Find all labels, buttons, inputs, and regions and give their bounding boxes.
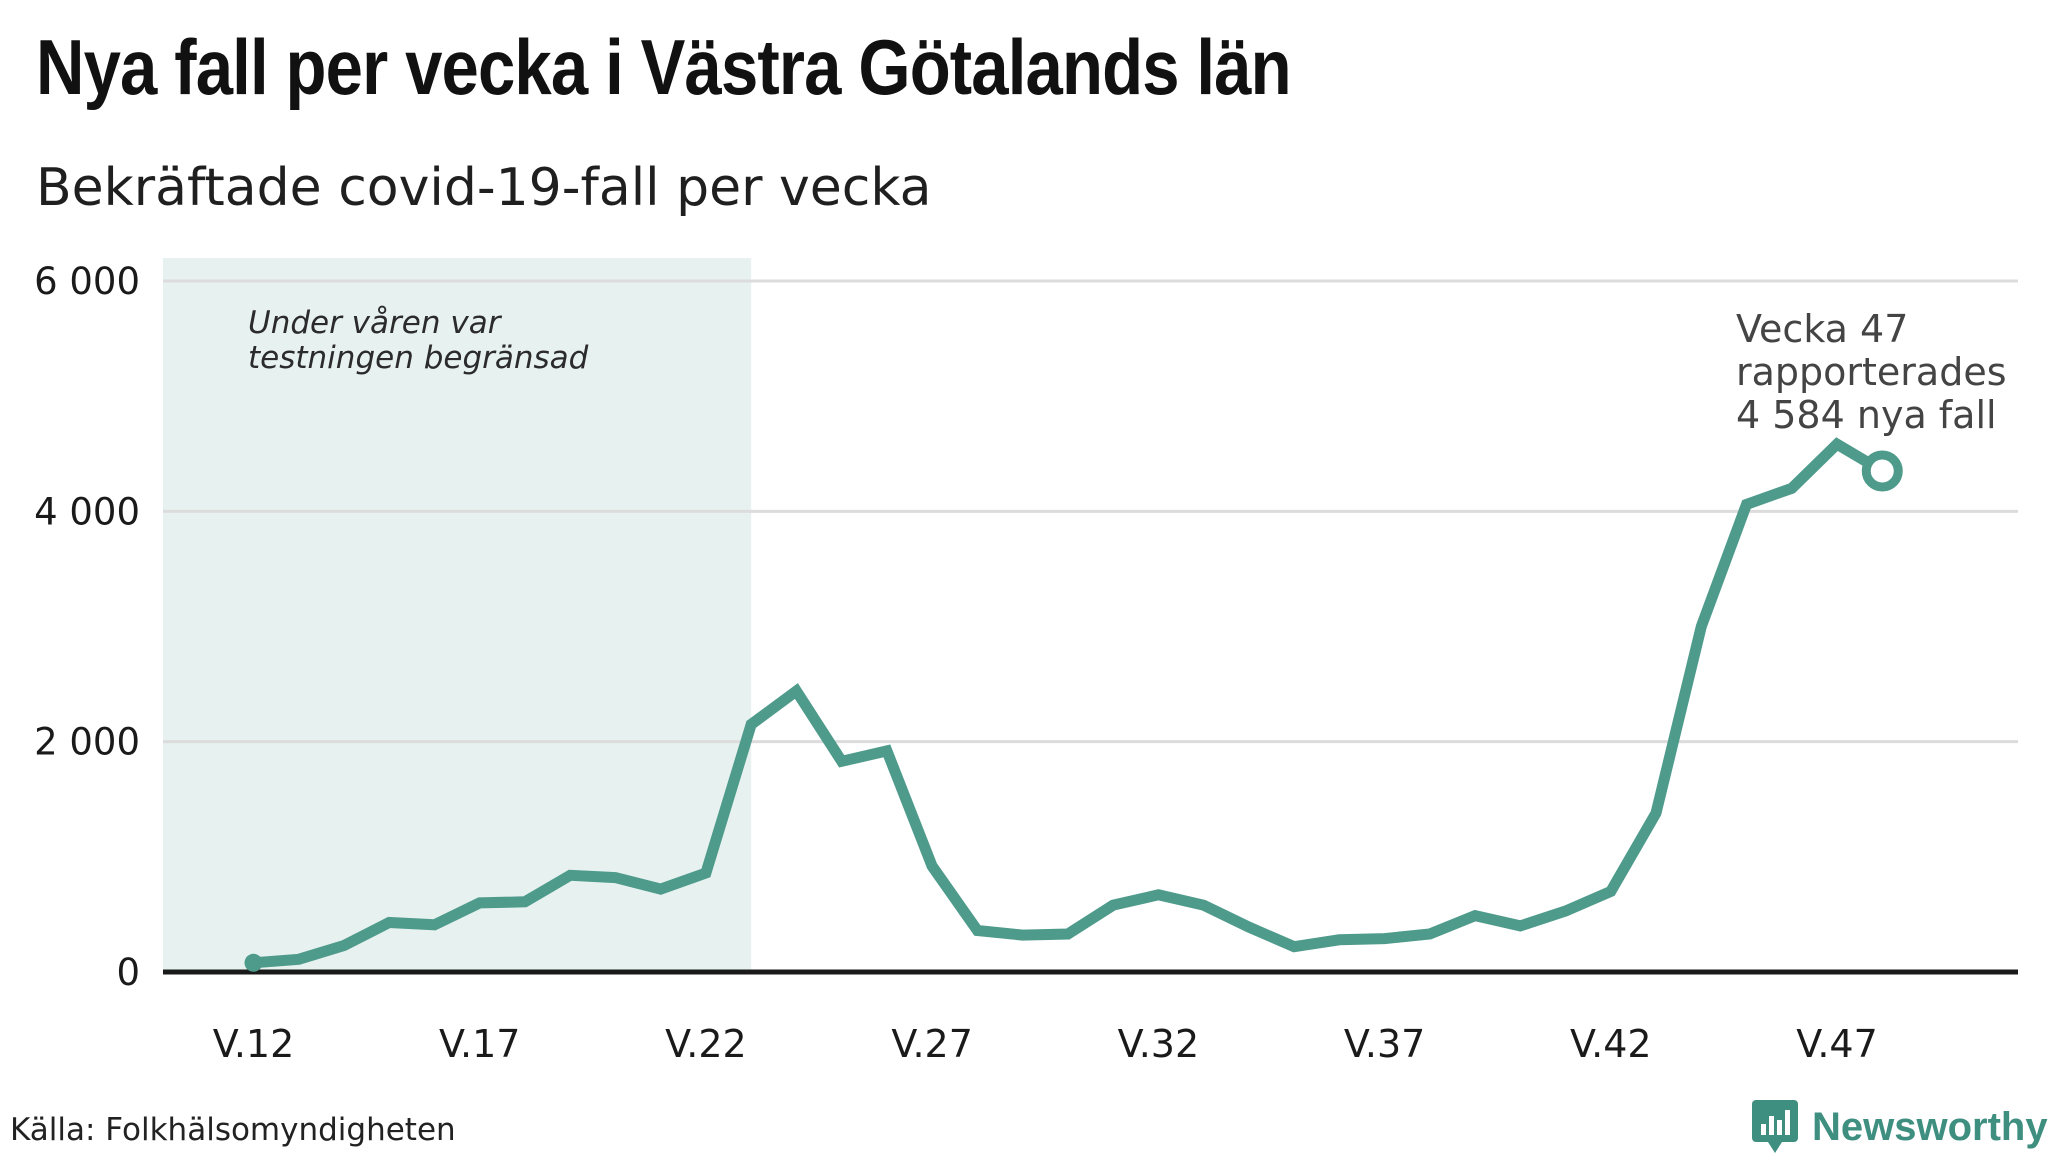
x-tick-label: V.22 — [665, 1022, 747, 1066]
y-tick-label: 0 — [116, 951, 140, 994]
annotation-line2: rapporterades — [1736, 350, 2007, 394]
chart-subtitle: Bekräftade covid-19-fall per vecka — [36, 158, 932, 218]
x-axis-tick-labels: V.12 V.17 V.22 V.27 V.32 V.37 V.42 V.47 — [213, 1022, 1878, 1066]
x-tick-label: V.42 — [1570, 1022, 1652, 1066]
shaded-region-layer — [163, 258, 752, 972]
chart-title: Nya fall per vecka i Västra Götalands lä… — [36, 23, 1292, 111]
series-layer — [244, 437, 1903, 972]
annotation: Vecka 47 rapporterades 4 584 nya fall — [1736, 307, 2007, 437]
newsworthy-logo: Newsworthy — [1752, 1100, 2048, 1154]
x-tick-label: V.37 — [1344, 1022, 1426, 1066]
y-tick-label: 2 000 — [34, 721, 140, 764]
shaded-region-label: Under våren var testningen begränsad — [248, 305, 589, 376]
y-axis-tick-labels: 0 2 000 4 000 6 000 — [34, 260, 140, 994]
annotation-line3: 4 584 nya fall — [1736, 393, 1997, 437]
end-point-marker — [1861, 450, 1903, 492]
annotation-line1: Vecka 47 — [1736, 307, 1908, 351]
source-note: Källa: Folkhälsomyndigheten — [10, 1112, 456, 1148]
start-point-marker — [244, 953, 263, 972]
x-tick-label: V.12 — [213, 1022, 295, 1066]
x-tick-label: V.27 — [891, 1022, 973, 1066]
shaded-region-label-line1: Under våren var — [248, 305, 503, 341]
gridlines — [163, 279, 2018, 975]
x-tick-label: V.17 — [439, 1022, 521, 1066]
newsworthy-logo-text: Newsworthy — [1812, 1104, 2048, 1149]
x-tick-label: V.32 — [1118, 1022, 1200, 1066]
x-tick-label: V.47 — [1796, 1022, 1878, 1066]
shaded-region — [163, 258, 752, 972]
shaded-region-label-line2: testningen begränsad — [248, 340, 589, 376]
series-line — [248, 437, 1888, 969]
newsworthy-logo-icon — [1752, 1100, 1798, 1153]
y-tick-label: 6 000 — [34, 260, 140, 303]
y-tick-label: 4 000 — [34, 490, 140, 533]
